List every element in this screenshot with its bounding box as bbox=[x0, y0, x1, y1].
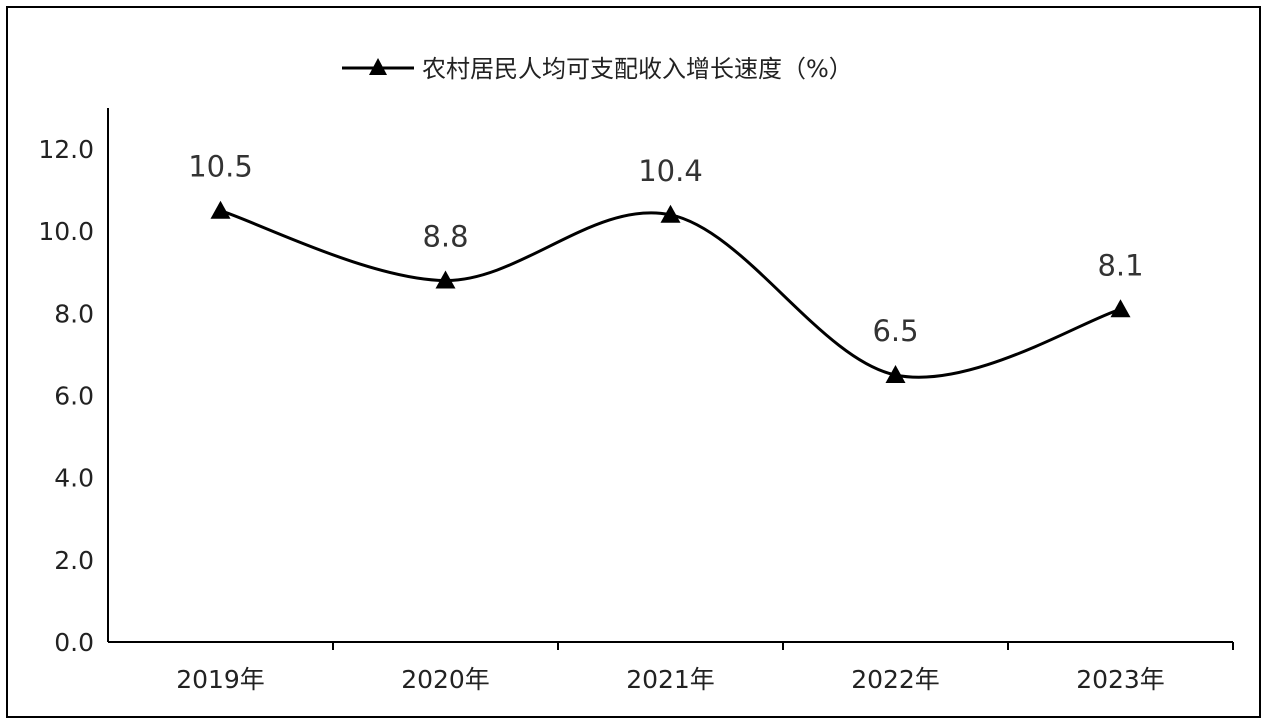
y-axis-ticks: 0.0 2.0 4.0 6.0 8.0 10.0 12.0 bbox=[38, 135, 94, 657]
x-axis-ticks: 2019年 2020年 2021年 2022年 2023年 bbox=[176, 665, 1165, 694]
data-points bbox=[210, 200, 1131, 383]
line-chart: 农村居民人均可支配收入增长速度（%） 0.0 2.0 4.0 6.0 8.0 10.0 12… bbox=[38, 55, 1234, 694]
y-tick-label: 2.0 bbox=[54, 546, 94, 575]
data-point-marker bbox=[660, 204, 681, 223]
y-tick-label: 12.0 bbox=[38, 135, 94, 164]
data-point-marker bbox=[435, 270, 456, 289]
data-label: 8.8 bbox=[422, 220, 468, 254]
axes bbox=[107, 108, 1234, 650]
y-tick-label: 4.0 bbox=[54, 464, 94, 493]
legend-label: 农村居民人均可支配收入增长速度（%） bbox=[422, 55, 853, 83]
data-point-marker bbox=[210, 200, 231, 219]
x-tick-label: 2022年 bbox=[851, 665, 940, 694]
x-tick-label: 2019年 bbox=[176, 665, 265, 694]
legend: 农村居民人均可支配收入增长速度（%） bbox=[342, 55, 853, 83]
data-label: 8.1 bbox=[1097, 248, 1143, 282]
x-tick-label: 2020年 bbox=[401, 665, 490, 694]
x-tick-label: 2021年 bbox=[626, 665, 715, 694]
data-label: 6.5 bbox=[872, 314, 918, 348]
data-labels: 10.5 8.8 10.4 6.5 8.1 bbox=[188, 150, 1143, 348]
data-point-marker bbox=[1110, 299, 1131, 318]
x-tick-label: 2023年 bbox=[1076, 665, 1165, 694]
data-label: 10.5 bbox=[188, 150, 253, 184]
chart-frame: 农村居民人均可支配收入增长速度（%） 0.0 2.0 4.0 6.0 8.0 10.0 12… bbox=[6, 6, 1261, 718]
legend-triangle-marker bbox=[369, 58, 387, 75]
y-tick-label: 6.0 bbox=[54, 382, 94, 411]
series-line bbox=[220, 209, 1121, 379]
y-tick-label: 10.0 bbox=[38, 217, 94, 246]
data-point-marker bbox=[885, 365, 906, 383]
data-label: 10.4 bbox=[638, 154, 703, 188]
y-tick-label: 0.0 bbox=[54, 628, 94, 657]
y-tick-label: 8.0 bbox=[54, 299, 94, 328]
